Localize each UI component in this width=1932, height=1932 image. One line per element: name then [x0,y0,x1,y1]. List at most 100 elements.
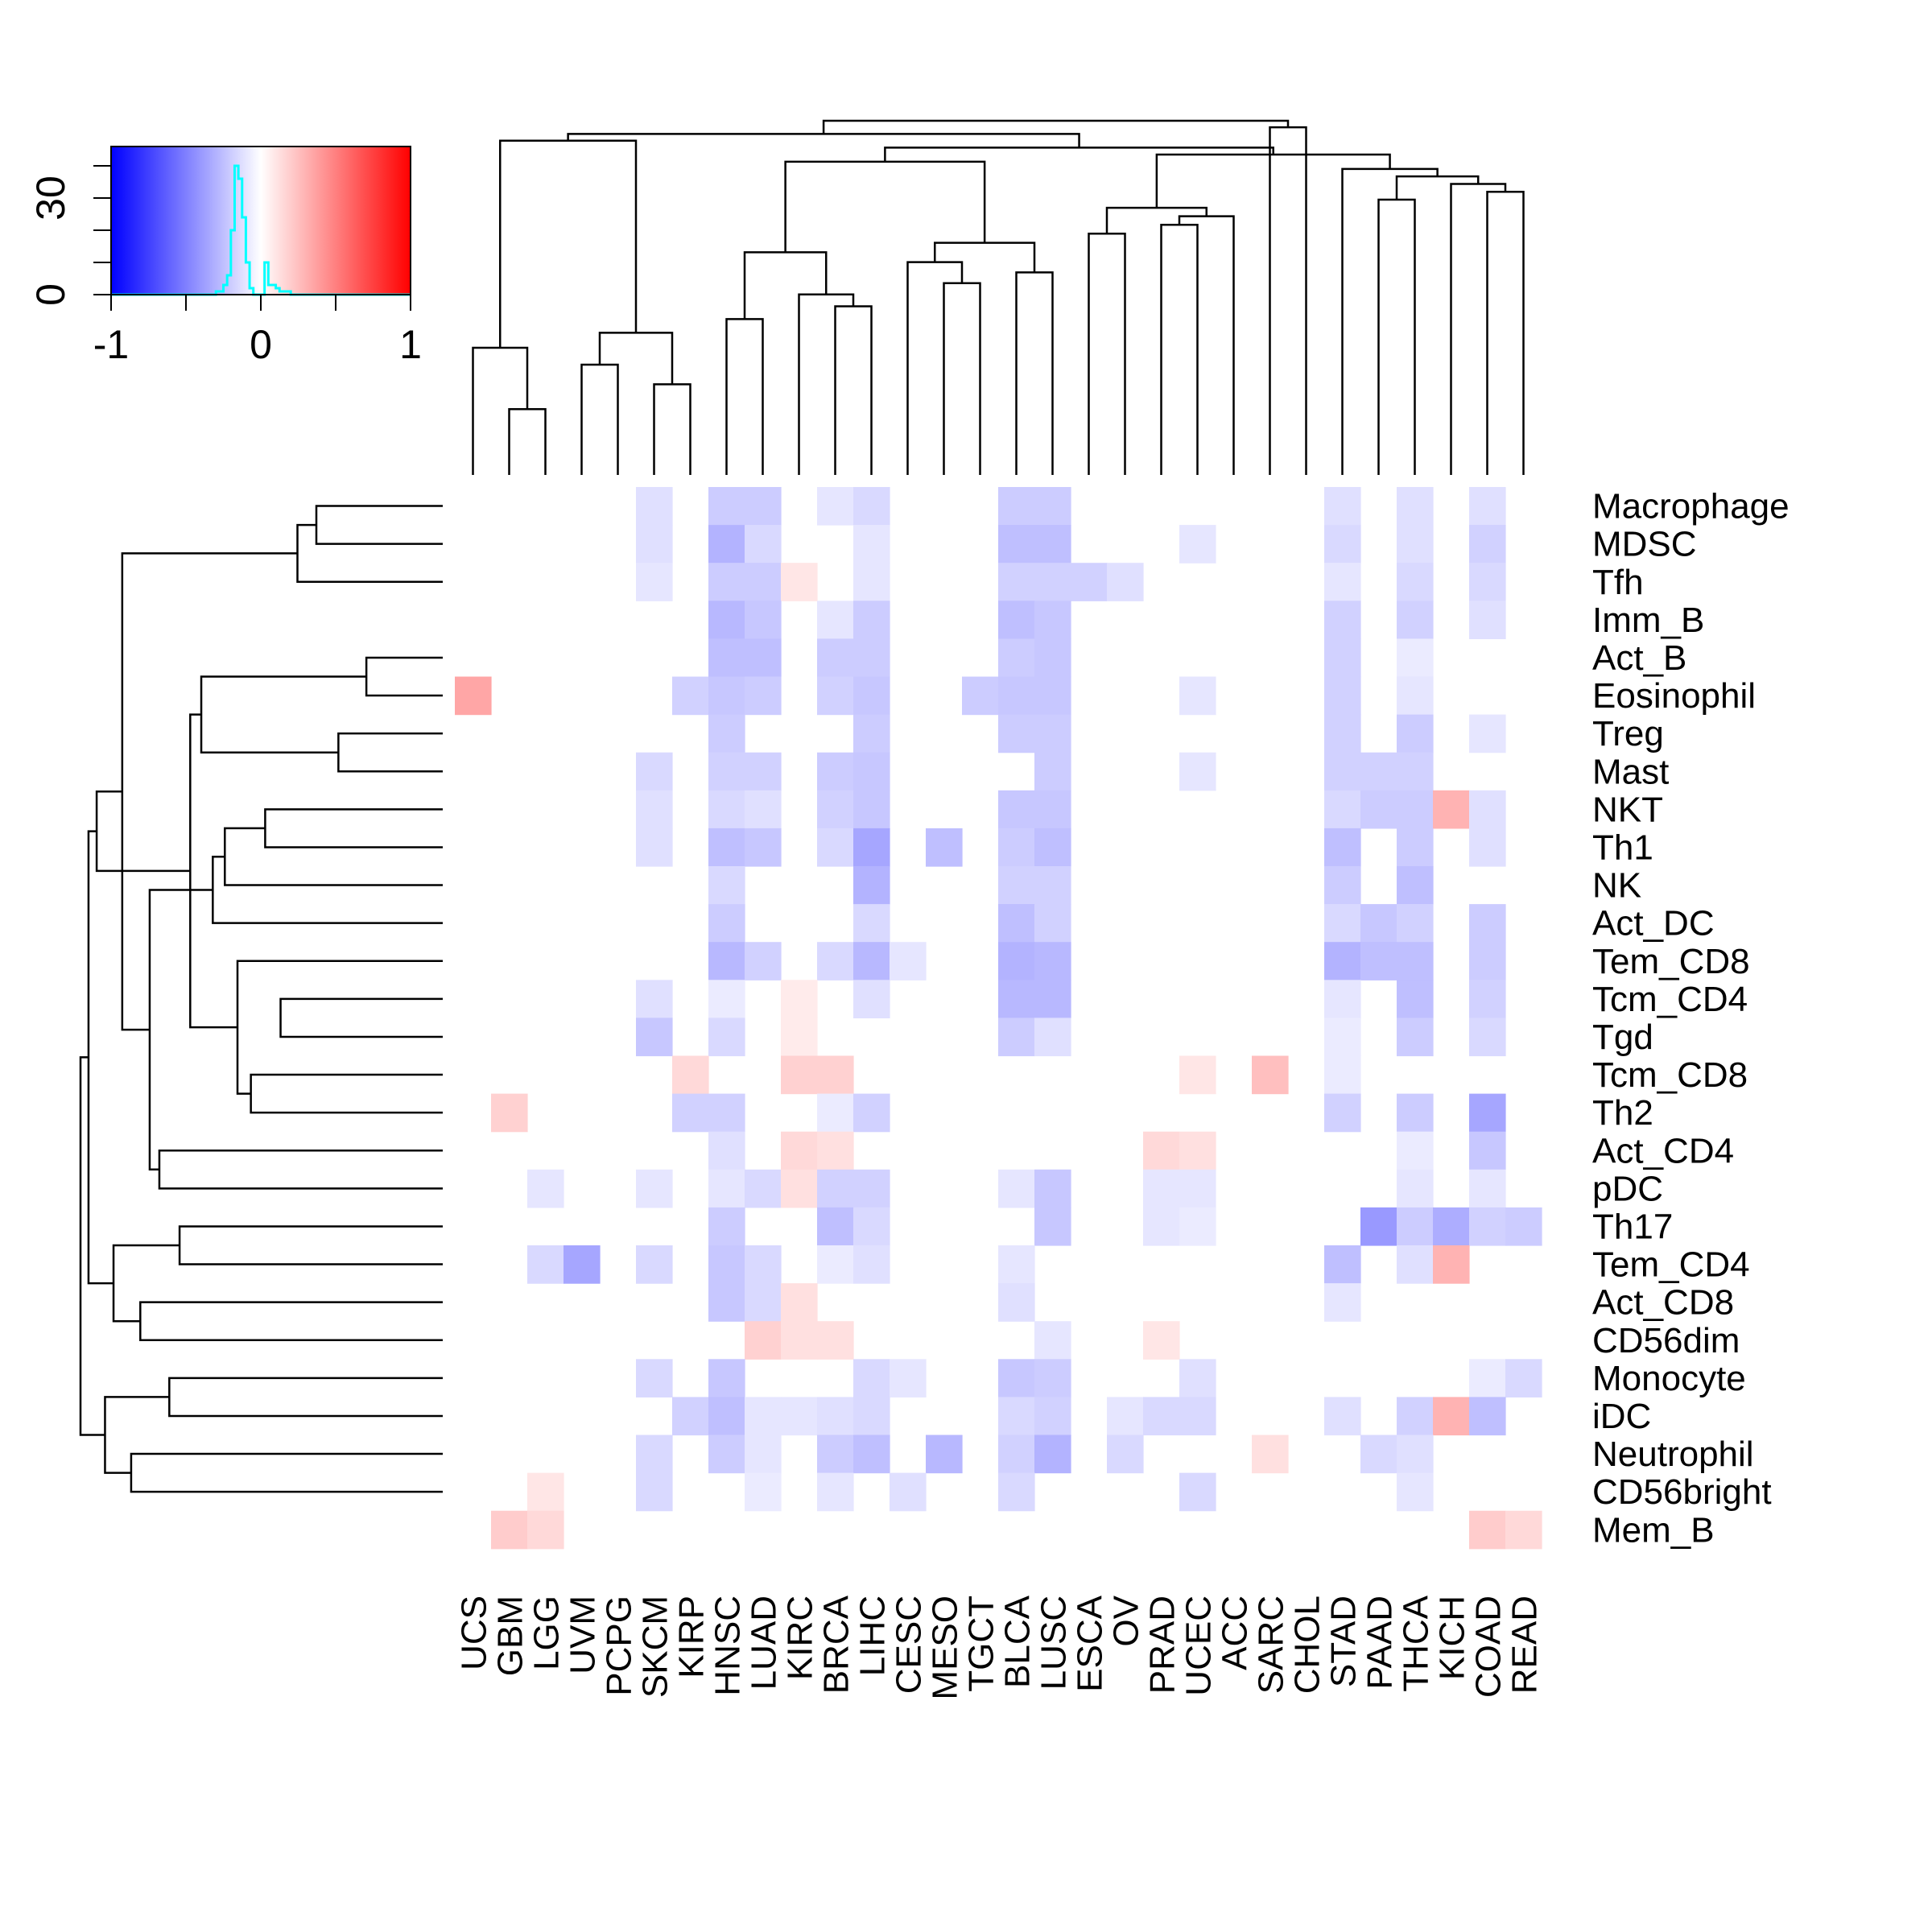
column-label: COAD [1469,1596,1509,1698]
heatmap-cell [1469,942,1506,980]
heatmap-cell [853,1359,890,1397]
heatmap-cell [1252,1435,1289,1474]
heatmap-cell [1360,1207,1397,1246]
heatmap-cell [890,1359,927,1397]
heatmap-cell [1469,1207,1506,1246]
dendrogram-branch [784,160,986,253]
heatmap-cell [1324,1397,1361,1436]
row-label: Eosinophil [1592,676,1756,716]
heatmap-cell [1324,942,1361,980]
heatmap-cell [1397,866,1434,905]
heatmap-cell [998,601,1035,639]
dendrogram-branch [224,827,443,886]
heatmap-cell [1034,563,1071,601]
dendrogram-branch [943,282,981,475]
heatmap-cell [1107,1397,1144,1436]
row-label: MDSC [1592,525,1697,564]
heatmap-cell [745,828,782,867]
heatmap-cell [1034,714,1071,753]
heatmap-cell [1324,601,1361,639]
heatmap-cell [926,828,963,867]
heatmap-cell [1143,1321,1180,1360]
heatmap-cell [1034,1397,1071,1436]
heatmap-cell [1034,487,1071,526]
heatmap-cell [1360,790,1397,829]
heatmap-cell [1360,1435,1397,1474]
heatmap-cell [1324,828,1361,867]
heatmap-cell [1360,904,1397,943]
heatmap-cell [1469,601,1506,639]
heatmap-cell [1397,904,1434,943]
heatmap-cell [745,1283,782,1322]
column-label: THCA [1397,1595,1436,1691]
dendrogram-branch [121,552,298,1031]
color-key-y-axis: 0 30 [28,159,112,306]
row-label: Tfh [1592,563,1644,602]
column-label: STAD [1324,1596,1364,1687]
heatmap-cell [708,1359,745,1397]
dendrogram-branch [743,251,828,320]
column-label: PAAD [1360,1596,1400,1690]
column-dendrogram [472,119,1525,475]
heatmap-cell [962,676,999,716]
heatmap-cell [1469,1359,1506,1397]
heatmap-cell [1397,1207,1434,1246]
heatmap-cell [853,828,890,867]
column-label: LIHC [853,1596,893,1676]
heatmap-cell [1469,1093,1506,1133]
key-x-tick-label: 0 [250,322,272,367]
dendrogram-branch [178,1225,443,1265]
heatmap-cell [1324,638,1361,678]
heatmap-cell [1324,525,1361,564]
heatmap-cell [745,601,782,639]
dendrogram-branch [1160,224,1199,475]
heatmap-cell [998,1435,1035,1474]
heatmap-cell [1034,1359,1071,1397]
heatmap-cell [1143,1131,1180,1170]
heatmap-cell [1469,487,1506,526]
heatmap-cell [998,790,1035,829]
dendrogram-branch [653,383,691,475]
heatmap-cell [1469,1131,1506,1170]
heatmap-cell [1469,1510,1506,1550]
row-label: Tcm_CD4 [1592,980,1748,1019]
heatmap-cell [1179,1359,1216,1397]
heatmap-cell [708,1169,745,1208]
column-label: CESC [890,1596,929,1694]
heatmap-cell [527,1169,564,1208]
heatmap-cell [636,1018,673,1057]
heatmap-cell [1397,1131,1434,1170]
dendrogram-branch [1377,198,1416,475]
heatmap-cell [708,601,745,639]
heatmap-cell [1469,714,1506,753]
heatmap-cell [1397,525,1434,564]
heatmap-cell [1143,1169,1180,1208]
key-x-tick-label: 1 [399,322,422,367]
column-label: CHOL [1288,1596,1327,1694]
heatmap-cell [853,525,890,564]
heatmap-cell [708,1245,745,1284]
heatmap-cell [817,1472,854,1512]
heatmap-cell [1397,563,1434,601]
heatmap-cell [998,1018,1035,1057]
heatmap-cell [998,638,1035,678]
heatmap-cell [890,942,927,980]
heatmap-cells [455,487,1542,1550]
heatmap-cell [853,563,890,601]
heatmap-cell [1469,1018,1506,1057]
row-label: Tem_CD4 [1592,1245,1750,1285]
heatmap-cell [636,1359,673,1397]
heatmap-cell [745,752,782,791]
row-label: CD56dim [1592,1321,1740,1360]
heatmap-cell [1034,638,1071,678]
heatmap-cell [817,1397,854,1436]
key-x-tick-label: -1 [93,322,129,367]
heatmap-cell [817,487,854,526]
heatmap-cell [1397,676,1434,716]
heatmap-cell [672,1397,709,1436]
dendrogram-branch [934,242,1036,273]
heatmap-cell [1397,1093,1434,1133]
heatmap-cell [1397,1435,1434,1474]
dendrogram-branch [212,855,443,924]
heatmap-cell [998,904,1035,943]
